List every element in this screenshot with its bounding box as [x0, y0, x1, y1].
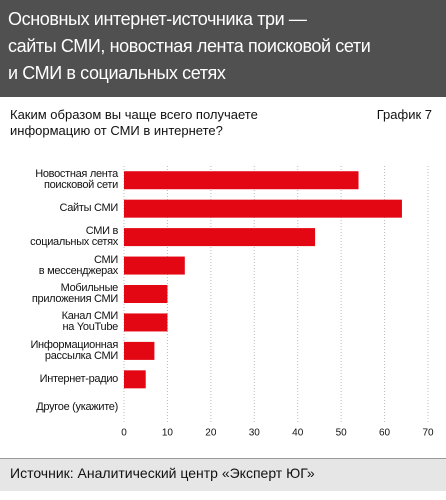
- bar: [124, 171, 359, 190]
- bar: [124, 313, 168, 332]
- x-tick-label: 0: [121, 428, 127, 439]
- bar: [124, 228, 316, 247]
- x-tick-label: 50: [336, 428, 348, 439]
- y-tick-label: СМИ в социальных сетях: [30, 225, 118, 249]
- source: Источник: Аналитический центр «Эксперт Ю…: [10, 465, 315, 481]
- y-tick-label: Другое (укажите): [36, 401, 118, 414]
- y-tick-label: Информационная рассылка СМИ: [30, 338, 118, 362]
- chart-subtitle: Каким образом вы чаще всего получаете ин…: [10, 107, 258, 138]
- y-tick-label: Сайты СМИ: [59, 202, 118, 215]
- x-tick-label: 20: [205, 428, 217, 439]
- y-tick-label: Мобильные приложения СМИ: [31, 282, 118, 305]
- chart-title: Основных интернет-источника три — сайты …: [8, 9, 371, 83]
- bar: [124, 285, 168, 303]
- x-tick-label: 40: [292, 428, 304, 439]
- footer-band: [0, 458, 446, 491]
- x-tick-label: 30: [249, 428, 261, 439]
- y-tick-label: СМИ в мессенджерах: [38, 253, 119, 277]
- x-tick-label: 10: [162, 428, 174, 439]
- bar: [124, 256, 185, 275]
- y-tick-label: Новостная лента поисковой сети: [35, 168, 118, 192]
- header-band: [0, 0, 446, 97]
- bar: [124, 341, 155, 360]
- bar: [124, 370, 146, 389]
- y-tick-label: Интернет-радио: [39, 372, 119, 385]
- bar: [124, 199, 402, 218]
- chart-number: График 7: [376, 107, 432, 122]
- x-tick-label: 70: [422, 428, 434, 439]
- y-tick-label: Канал СМИ на YouTube: [61, 310, 119, 334]
- x-tick-label: 60: [379, 428, 391, 439]
